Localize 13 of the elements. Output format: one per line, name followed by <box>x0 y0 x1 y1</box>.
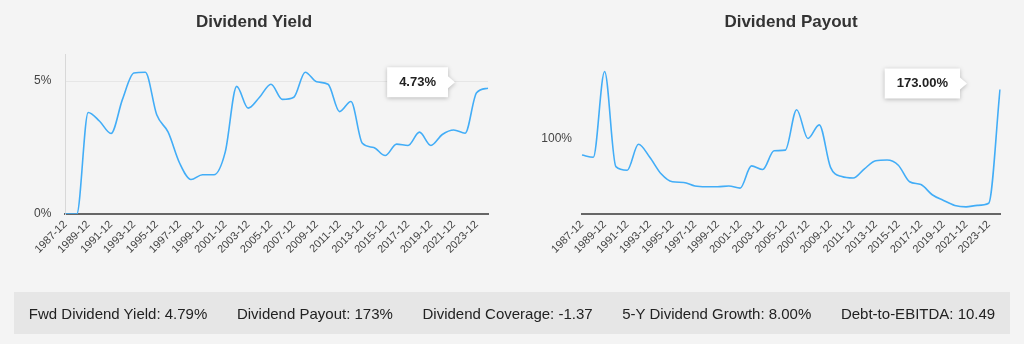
chart-title: Dividend Yield <box>195 11 313 31</box>
text: Dividend Coverage: -1.37 <box>422 304 593 322</box>
chart-title: Dividend Payout <box>724 11 858 31</box>
y-tick-label: 5% <box>34 73 52 88</box>
text: 100% <box>541 130 573 145</box>
line-series <box>64 71 489 215</box>
text: Dividend Payout: 173% <box>236 304 393 322</box>
text: 5-Y Dividend Growth: 8.00% <box>622 304 812 322</box>
y-tick-label: 0% <box>34 206 52 221</box>
text: Debt-to-EBITDA: 10.49 <box>840 304 996 322</box>
text: Fwd Dividend Yield: 4.79% <box>28 304 208 322</box>
annotation: 4.73% <box>399 73 437 89</box>
annotation: 173.00% <box>896 75 949 91</box>
